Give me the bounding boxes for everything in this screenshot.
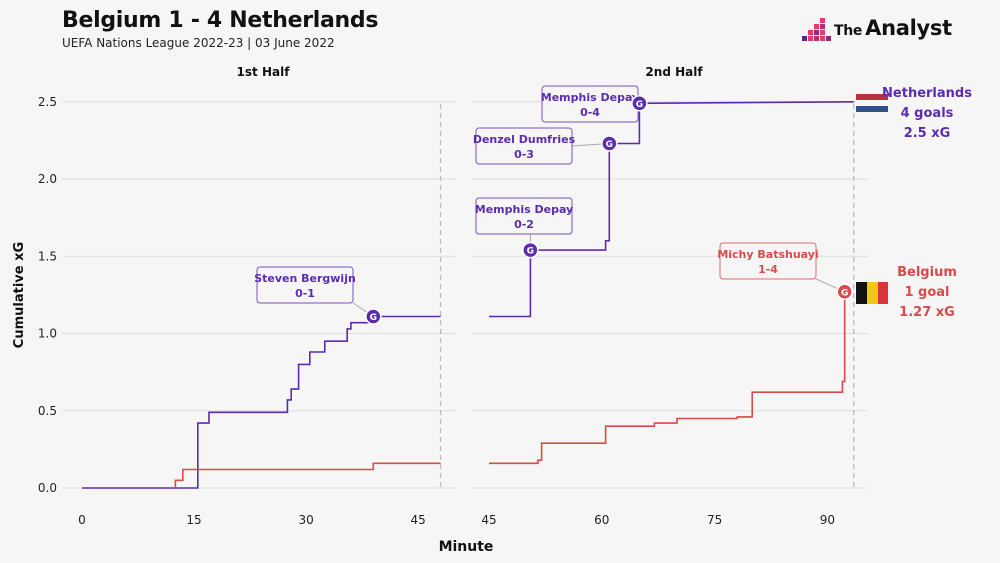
goal-marker-label: G: [841, 288, 848, 298]
flag-stripe: [867, 282, 878, 304]
brand-mark-square: [814, 30, 819, 35]
brand-mark-square: [814, 24, 819, 29]
x-tick-label: 60: [594, 513, 609, 527]
chart-title: Belgium 1 - 4 Netherlands: [62, 8, 379, 33]
x-axis-label: Minute: [439, 539, 494, 555]
series-line-belgium: [174, 462, 441, 488]
goal-marker-label: G: [527, 247, 534, 257]
panel-title: 2nd Half: [645, 65, 703, 79]
team-name: Netherlands: [882, 86, 972, 101]
brand-name: Analyst: [865, 16, 952, 40]
goal-marker: [631, 95, 648, 112]
brand-mark-square: [820, 24, 825, 29]
x-tick-label: 90: [820, 513, 835, 527]
annotation-score: 0-3: [514, 148, 534, 161]
flag-stripe: [856, 100, 888, 106]
series-line-netherlands: [82, 315, 441, 489]
x-tick-label: 0: [78, 513, 86, 527]
belgium-flag-icon: [856, 282, 888, 304]
goal-annotation: Memphis Depay 0-4 G: [541, 85, 648, 123]
goal-marker: [365, 308, 382, 325]
flag-stripe: [856, 282, 867, 304]
goal-marker: [836, 283, 853, 301]
brand-mark-square: [802, 36, 807, 41]
goal-marker-label: G: [370, 313, 377, 323]
panel-1: 1st Half 0 15 30 45 Steven Bergwijn 0-1 G: [62, 65, 456, 527]
brand-mark-square: [808, 30, 813, 35]
x-tick-label: 15: [186, 513, 201, 527]
annotation-player: Memphis Depay: [475, 203, 573, 216]
annotation-box: [256, 266, 354, 304]
goal-annotation: Steven Bergwijn 0-1 G: [254, 266, 382, 325]
annotation-player: Memphis Depay: [541, 91, 639, 104]
flag-stripe: [856, 94, 888, 100]
team-summary-belgium: Belgium 1 goal 1.27 xG: [897, 265, 957, 320]
goal-annotation: Memphis Depay 0-2 G: [475, 197, 573, 259]
annotation-score: 0-2: [514, 218, 534, 231]
annotation-player: Steven Bergwijn: [254, 272, 356, 285]
brand-mark-square: [820, 30, 825, 35]
team-goals: 1 goal: [904, 285, 949, 300]
series-line-belgium: [489, 291, 846, 465]
goal-marker-label: G: [636, 100, 643, 110]
team-xg: 1.27 xG: [899, 305, 955, 320]
goal-annotation: Michy Batshuayi 1-4 G: [717, 242, 853, 301]
x-tick-label: 45: [411, 513, 426, 527]
annotation-score: 0-4: [580, 106, 600, 119]
x-tick-label: 30: [298, 513, 313, 527]
annotation-box: [719, 242, 817, 280]
team-summary-netherlands: Netherlands 4 goals 2.5 xG: [882, 86, 972, 141]
x-tick-label: 45: [481, 513, 496, 527]
annotation-player: Denzel Dumfries: [473, 133, 576, 146]
chart-subtitle: UEFA Nations League 2022-23 | 03 June 20…: [62, 36, 335, 50]
goal-marker: [601, 135, 618, 152]
flag-stripe: [878, 282, 888, 304]
y-axis-label: Cumulative xG: [12, 242, 27, 348]
team-goals: 4 goals: [901, 106, 954, 121]
y-tick-label: 1.5: [38, 249, 57, 263]
annotation-player: Michy Batshuayi: [717, 248, 818, 261]
y-tick-label: 0.5: [38, 404, 57, 418]
y-tick-label: 2.5: [38, 95, 57, 109]
y-tick-label: 1.0: [38, 327, 57, 341]
y-tick-label: 0.0: [38, 481, 57, 495]
x-tick-label: 75: [707, 513, 722, 527]
brand-prefix: The: [834, 23, 863, 39]
series-line-netherlands: [489, 101, 854, 318]
annotation-score: 1-4: [758, 263, 778, 276]
team-xg: 2.5 xG: [904, 126, 951, 141]
y-tick-label: 2.0: [38, 172, 57, 186]
goal-marker: [522, 241, 539, 259]
annotation-score: 0-1: [295, 287, 315, 300]
annotation-box: [475, 127, 573, 165]
brand-mark-square: [820, 18, 825, 23]
panel-title: 1st Half: [237, 65, 291, 79]
brand-mark-icon: [802, 18, 831, 41]
brand-mark-square: [814, 36, 819, 41]
the-analyst-logo: The Analyst: [800, 14, 960, 48]
netherlands-flag-icon: [856, 94, 888, 112]
goal-annotation: Denzel Dumfries 0-3 G: [473, 127, 618, 165]
brand-mark-square: [808, 36, 813, 41]
brand-wordmark: The Analyst: [834, 16, 952, 40]
brand-mark-square: [826, 36, 831, 41]
goal-marker-label: G: [606, 140, 613, 150]
team-name: Belgium: [897, 265, 957, 280]
brand-mark-square: [820, 36, 825, 41]
annotation-box: [475, 197, 573, 235]
flag-stripe: [856, 106, 888, 112]
